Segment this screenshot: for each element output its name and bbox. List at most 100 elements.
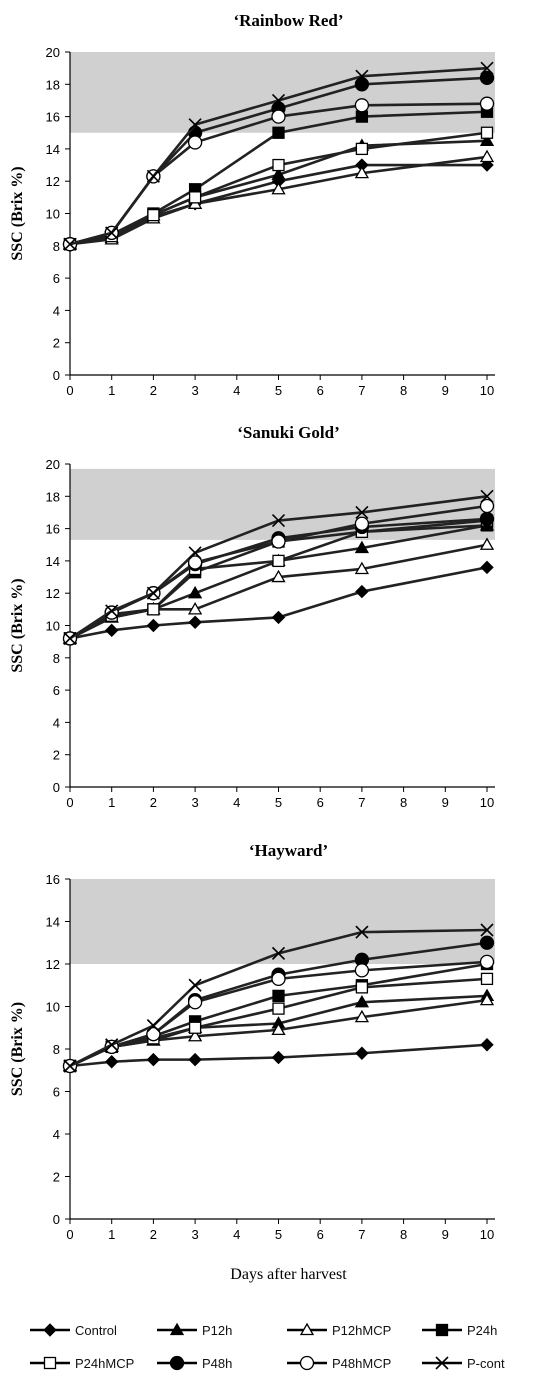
y-tick-label: 14 — [46, 915, 60, 930]
x-tick-label: 6 — [317, 383, 324, 398]
legend-label: P48hMCP — [332, 1355, 392, 1371]
legend-item-p24hmcp: P24hMCP — [28, 1353, 134, 1373]
legend-item-p24h: P24h — [420, 1320, 497, 1340]
y-tick-label: 12 — [46, 174, 60, 189]
data-point — [105, 226, 119, 240]
data-point — [480, 923, 494, 937]
data-point — [355, 981, 369, 994]
x-tick-label: 4 — [233, 1227, 240, 1242]
x-tick-label: 5 — [275, 795, 282, 810]
data-point — [479, 954, 495, 970]
legend-marker — [169, 1322, 185, 1336]
data-point — [271, 167, 286, 180]
legend-label: P12hMCP — [332, 1322, 392, 1338]
data-point — [271, 1050, 286, 1065]
data-point — [355, 925, 369, 939]
x-tick-label: 3 — [191, 1227, 198, 1242]
data-point — [272, 989, 285, 1003]
data-point — [146, 1026, 161, 1042]
x-tick-label: 9 — [442, 383, 449, 398]
x-tick-label: 3 — [191, 383, 198, 398]
chart-title: ‘Sanuki Gold’ — [237, 423, 340, 442]
data-point — [354, 516, 370, 531]
y-tick-label: 16 — [46, 110, 60, 125]
y-tick-label: 2 — [53, 748, 60, 763]
data-point — [104, 1055, 119, 1069]
y-tick-label: 10 — [46, 1000, 60, 1015]
series-p-cont — [63, 923, 494, 1073]
data-point — [146, 169, 160, 183]
legend-item-p48hmcp: P48hMCP — [285, 1353, 391, 1373]
data-point — [188, 546, 202, 560]
data-point — [355, 142, 369, 156]
y-tick-label: 4 — [53, 715, 60, 730]
data-point — [355, 69, 369, 83]
legend-marker — [435, 1323, 449, 1337]
y-tick-label: 2 — [53, 336, 60, 351]
data-point — [479, 70, 495, 85]
data-point — [187, 995, 203, 1010]
data-point — [187, 135, 203, 150]
legend-marker — [169, 1355, 185, 1371]
data-point — [479, 149, 495, 163]
data-point — [479, 511, 495, 527]
x-tick-label: 10 — [480, 795, 494, 810]
y-tick-label: 8 — [53, 239, 60, 254]
x-tick-label: 5 — [275, 1227, 282, 1242]
legend-swatch — [287, 1355, 327, 1371]
data-point — [272, 1002, 285, 1015]
data-point — [479, 133, 495, 146]
data-point — [187, 585, 203, 599]
legend-label: Control — [75, 1322, 117, 1338]
chart-title: ‘Hayward’ — [249, 841, 328, 860]
data-point — [146, 1052, 161, 1067]
data-point — [271, 109, 286, 124]
data-point — [271, 534, 286, 549]
data-point — [146, 618, 161, 633]
data-point — [271, 93, 286, 108]
data-point — [105, 604, 119, 618]
legend-item-p12hmcp: P12hMCP — [285, 1320, 391, 1340]
legend-swatch — [157, 1355, 197, 1371]
x-tick-label: 8 — [400, 383, 407, 398]
data-point — [480, 61, 494, 75]
data-point — [146, 586, 160, 600]
data-point — [187, 555, 203, 570]
data-point — [271, 971, 286, 987]
y-axis-label: SSC (Brix %) — [9, 166, 26, 260]
data-point — [188, 978, 202, 992]
data-point — [480, 1038, 494, 1052]
data-point — [354, 561, 370, 575]
y-tick-label: 8 — [53, 651, 60, 666]
legend-swatch — [30, 1356, 70, 1370]
legend-marker — [299, 1355, 315, 1371]
data-point — [188, 191, 202, 204]
x-tick-label: 10 — [480, 383, 494, 398]
legend-label: P24h — [467, 1322, 498, 1338]
x-tick-label: 8 — [400, 1227, 407, 1242]
legend-item-p-cont: P-cont — [420, 1353, 505, 1373]
y-tick-label: 20 — [46, 457, 60, 472]
legend-label: P-cont — [467, 1355, 505, 1371]
data-point — [479, 96, 495, 111]
data-point — [188, 118, 202, 132]
y-tick-label: 4 — [53, 303, 60, 318]
x-tick-label: 5 — [275, 383, 282, 398]
x-tick-label: 6 — [317, 1227, 324, 1242]
y-tick-label: 18 — [46, 77, 60, 92]
legend-marker — [43, 1323, 57, 1337]
legend-swatch — [422, 1323, 462, 1337]
y-tick-label: 2 — [53, 1170, 60, 1185]
data-point — [354, 994, 370, 1008]
x-tick-label: 2 — [150, 383, 157, 398]
data-point — [479, 537, 495, 550]
series-p-cont — [63, 489, 494, 645]
x-tick-label: 0 — [66, 795, 73, 810]
y-tick-label: 4 — [53, 1127, 60, 1142]
legend-swatch — [422, 1356, 462, 1370]
x-tick-label: 1 — [108, 383, 115, 398]
